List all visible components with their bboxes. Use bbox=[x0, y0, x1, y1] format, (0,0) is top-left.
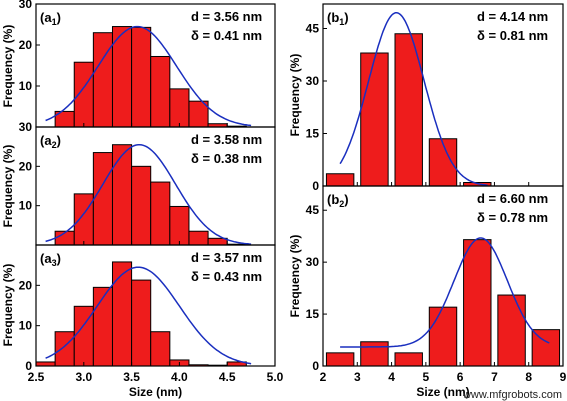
panel-a2-ytick-label: 30 bbox=[19, 120, 33, 134]
panel-a1-ytick-label: 20 bbox=[19, 38, 33, 52]
panel-b2-frame bbox=[322, 185, 564, 367]
panel-a1-bar bbox=[131, 26, 152, 128]
panel-b2-xtick-label: 6 bbox=[457, 370, 464, 384]
panel-a3-bar bbox=[111, 261, 133, 367]
panel-a1-ytick-label: 10 bbox=[19, 79, 33, 93]
panel-b2-xtick-label: 3 bbox=[354, 370, 361, 384]
panel-a2-bar bbox=[73, 193, 94, 246]
panel-a3-label: (a3) bbox=[40, 251, 61, 268]
panel-a1-bar bbox=[92, 32, 113, 128]
panel-a1-bar bbox=[73, 61, 94, 128]
panel-a2-annotation: d = 3.58 nm bbox=[191, 132, 262, 147]
panel-b2-ytick-label: 30 bbox=[306, 255, 320, 269]
panel-b2-xtick-label: 7 bbox=[491, 370, 498, 384]
panel-a3-bar bbox=[35, 361, 56, 367]
panel-a3-annotation: d = 3.57 nm bbox=[191, 250, 262, 265]
panel-a2-fit-curve bbox=[45, 143, 252, 245]
panel-a3-annotation: δ = 0.43 nm bbox=[191, 269, 262, 284]
panel-b1-annotation: d = 4.14 nm bbox=[477, 9, 548, 24]
panel-b2-bar bbox=[428, 306, 458, 367]
panel-b1-label: (b1) bbox=[327, 10, 349, 27]
panel-a2-ytick-label: 20 bbox=[19, 159, 33, 173]
panel-b1-ytick-label: 30 bbox=[306, 74, 320, 88]
panel-b2-xtick-label: 8 bbox=[525, 370, 532, 384]
panel-b2-ytick-label: 15 bbox=[306, 307, 320, 321]
panel-a1-annotation: δ = 0.41 nm bbox=[191, 28, 262, 43]
panel-a1-ylabel: Frequency (%) bbox=[1, 25, 15, 108]
panel-b2-bar bbox=[360, 341, 389, 367]
panel-a1-annotation: d = 3.56 nm bbox=[191, 9, 262, 24]
panel-a3-ytick-label: 0 bbox=[25, 359, 32, 373]
panel-a1-label: (a1) bbox=[40, 10, 61, 27]
panel-b2-ylabel: Frequency (%) bbox=[288, 235, 302, 318]
panel-a3-xtick-label: 3.0 bbox=[75, 370, 92, 384]
panel-a3-bar bbox=[54, 331, 75, 367]
panel-b1-fit-curve bbox=[339, 12, 488, 186]
panel-b2-xtick-label: 9 bbox=[560, 370, 567, 384]
panel-a2-bar bbox=[169, 205, 190, 246]
panel-a3-bar bbox=[92, 286, 113, 367]
panel-a3-frame bbox=[35, 244, 276, 367]
panel-a3-xtick-label: 5.0 bbox=[267, 370, 284, 384]
panel-b1-bar bbox=[325, 173, 355, 187]
panel-b2-label: (b2) bbox=[327, 192, 349, 209]
panel-b2-ytick-label: 45 bbox=[306, 203, 320, 217]
panel-a3-ylabel: Frequency (%) bbox=[1, 264, 15, 347]
panel-b2-xtick-label: 2 bbox=[320, 370, 327, 384]
panel-a2-bar bbox=[111, 144, 133, 246]
panel-b1-ytick-label: 45 bbox=[306, 22, 320, 36]
panel-b1-bar bbox=[360, 52, 389, 187]
panel-a1-fit-curve bbox=[45, 25, 252, 127]
panel-b2-bar bbox=[497, 294, 526, 367]
panel-b1-ylabel: Frequency (%) bbox=[288, 54, 302, 137]
panel-b2-bar bbox=[325, 352, 355, 367]
panel-a2-bar bbox=[92, 152, 113, 246]
panel-b2-bar bbox=[463, 239, 492, 367]
panel-a2-bar bbox=[150, 181, 171, 246]
panel-a3-fit-curve bbox=[45, 266, 252, 365]
panel-a1-ytick-label: 30 bbox=[19, 0, 33, 11]
panel-a2-ylabel: Frequency (%) bbox=[1, 145, 15, 228]
panel-b1-annotation: δ = 0.81 nm bbox=[477, 28, 548, 43]
panel-a2-label: (a2) bbox=[40, 133, 61, 150]
panel-b2-ytick-label: 0 bbox=[312, 359, 319, 373]
panel-a3-xtick-label: 3.5 bbox=[123, 370, 140, 384]
panel-a3-ytick-label: 20 bbox=[19, 278, 33, 292]
panel-b2-xtick-label: 4 bbox=[388, 370, 395, 384]
panel-a3-bar bbox=[131, 279, 152, 367]
panel-a3-xtick-label: 4.5 bbox=[219, 370, 236, 384]
panel-b2-bar bbox=[394, 352, 423, 367]
panel-a2-bar bbox=[131, 165, 152, 246]
panel-b2-annotation: d = 6.60 nm bbox=[477, 191, 548, 206]
panel-b2-fit-curve bbox=[340, 237, 550, 348]
panel-a3-xtick-label: 4.0 bbox=[171, 370, 188, 384]
panel-b2-xlabel: Size (nm) bbox=[416, 385, 469, 399]
panel-a3-xlabel: Size (nm) bbox=[129, 385, 182, 399]
panel-b1-ytick-label: 15 bbox=[306, 127, 320, 141]
panel-a3-xtick-label: 2.5 bbox=[28, 370, 45, 384]
panel-a2-annotation: δ = 0.38 nm bbox=[191, 151, 262, 166]
watermark-text: www.mfgrobots.com bbox=[462, 389, 562, 401]
panel-a2-bar bbox=[188, 230, 209, 246]
panel-b2-annotation: δ = 0.78 nm bbox=[477, 210, 548, 225]
panel-b1-ytick-label: 0 bbox=[312, 179, 319, 193]
panel-a1-bar bbox=[150, 55, 171, 128]
panel-a3-bar bbox=[150, 331, 171, 367]
panel-a2-ytick-label: 10 bbox=[19, 199, 33, 213]
panel-a1-bar bbox=[169, 88, 190, 128]
panel-b2-xtick-label: 5 bbox=[423, 370, 430, 384]
panel-a3-ytick-label: 10 bbox=[19, 319, 33, 333]
